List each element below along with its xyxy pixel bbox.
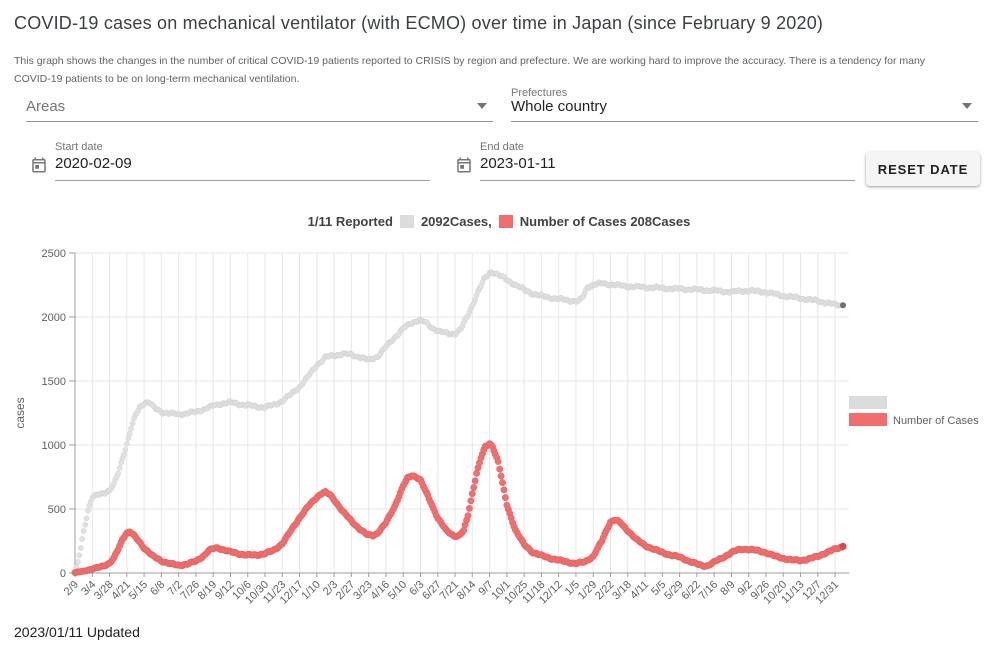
legend-swatch: [849, 396, 887, 409]
calendar-icon[interactable]: [455, 156, 473, 174]
chart-canvas[interactable]: 050010001500200025002/93/43/284/215/156/…: [0, 238, 998, 618]
page-description: This graph shows the changes in the numb…: [14, 52, 954, 89]
svg-text:0: 0: [60, 568, 66, 580]
svg-text:2/9: 2/9: [62, 579, 81, 598]
reset-date-button[interactable]: RESET DATE: [866, 152, 980, 186]
page-title: COVID-19 cases on mechanical ventilator …: [14, 13, 824, 33]
start-date-value: 2020-02-09: [55, 155, 132, 172]
chevron-down-icon: [477, 103, 487, 109]
chevron-down-icon: [962, 103, 972, 109]
end-date-underline: [480, 180, 855, 181]
svg-text:1500: 1500: [42, 376, 66, 388]
y-axis-title: cases: [13, 397, 27, 428]
prefectures-select-label: Prefectures: [511, 87, 568, 99]
chart-legend: Number of Cases: [849, 396, 979, 427]
svg-text:6/8: 6/8: [148, 579, 167, 598]
svg-text:5/15: 5/15: [127, 579, 151, 603]
svg-text:2500: 2500: [42, 248, 66, 260]
latest-point: [840, 302, 846, 309]
chart-header: 1/11 Reported 2092Cases, Number of Cases…: [0, 214, 998, 229]
svg-text:5/10: 5/10: [386, 579, 410, 603]
axis-labels: 050010001500200025002/93/43/284/215/156/…: [13, 248, 841, 607]
end-date-field[interactable]: End date 2023-01-11: [455, 141, 855, 182]
page-description-line1: This graph shows the changes in the numb…: [14, 55, 926, 67]
data-points: [71, 269, 847, 577]
chart-area: 0 500 1000 1500 2000 2500 2/9 3/4 3/28 4/21 5/15 6/…: [0, 238, 998, 618]
calendar-icon[interactable]: [30, 156, 48, 174]
prefectures-select-value: Whole country: [511, 98, 607, 115]
legend-label: Number of Cases: [893, 415, 979, 427]
prefectures-select[interactable]: Prefectures Whole country: [511, 87, 978, 122]
areas-select-label: Areas: [26, 98, 66, 115]
reported-swatch: [399, 215, 414, 228]
svg-text:1/10: 1/10: [299, 579, 323, 603]
end-date-label: End date: [480, 141, 525, 153]
number-of-cases-swatch: [498, 215, 513, 228]
updated-text: 2023/01/11 Updated: [14, 624, 140, 640]
end-date-value: 2023-01-11: [480, 155, 556, 172]
legend-swatch: [849, 413, 887, 426]
svg-text:500: 500: [48, 504, 66, 516]
page-description-line2: COVID-19 patients to be on long-term mec…: [14, 73, 300, 86]
svg-text:7/16: 7/16: [697, 579, 721, 603]
svg-text:2000: 2000: [42, 312, 66, 324]
svg-text:8/14: 8/14: [455, 579, 479, 603]
start-date-label: Start date: [55, 141, 103, 153]
chart-header-reported-value: 2092Cases,: [420, 214, 492, 229]
svg-text:8/9: 8/9: [718, 579, 737, 598]
axes: [69, 252, 849, 577]
start-date-field[interactable]: Start date 2020-02-09: [30, 141, 430, 182]
start-date-underline: [55, 180, 430, 181]
svg-text:4/11: 4/11: [628, 579, 651, 602]
chart-header-date-label: 1/11 Reported: [307, 214, 393, 229]
areas-select[interactable]: Areas: [26, 88, 493, 122]
latest-point: [839, 542, 847, 551]
chart-header-cases-value: Number of Cases 208Cases: [519, 214, 691, 229]
svg-text:1000: 1000: [42, 440, 66, 452]
